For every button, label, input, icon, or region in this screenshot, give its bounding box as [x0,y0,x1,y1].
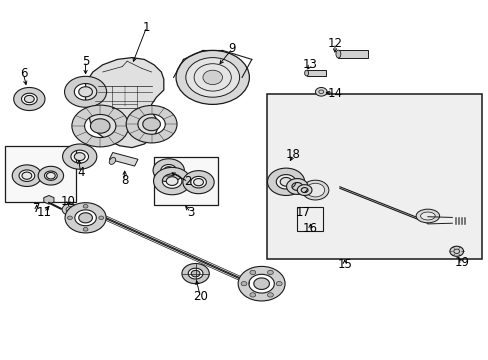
Circle shape [249,270,255,275]
Text: 6: 6 [20,67,27,80]
Circle shape [99,216,103,220]
Wedge shape [79,213,92,223]
Circle shape [449,246,463,256]
Circle shape [315,87,326,96]
Text: 1: 1 [142,21,150,33]
Bar [109,153,138,166]
Circle shape [276,282,282,286]
Circle shape [83,204,88,208]
Circle shape [241,282,246,286]
Circle shape [62,204,78,215]
Wedge shape [153,167,190,195]
Bar [306,70,325,76]
Wedge shape [90,119,110,133]
Text: 7: 7 [33,202,41,215]
Wedge shape [38,166,63,185]
Text: 10: 10 [61,195,76,208]
Wedge shape [74,153,85,161]
Ellipse shape [420,212,434,220]
Wedge shape [46,172,55,179]
Ellipse shape [415,209,439,223]
Text: 15: 15 [337,258,351,271]
Wedge shape [253,278,269,289]
Bar [154,157,217,205]
Ellipse shape [305,183,324,197]
Wedge shape [267,168,304,195]
Text: 20: 20 [193,291,207,303]
Circle shape [267,293,273,297]
Wedge shape [286,179,307,194]
Wedge shape [12,165,41,186]
Wedge shape [62,144,97,169]
Text: 11: 11 [37,206,51,219]
Wedge shape [65,203,106,233]
Wedge shape [153,159,184,182]
Wedge shape [22,172,32,179]
Bar [5,146,76,202]
Text: 4: 4 [77,166,84,179]
Wedge shape [24,95,34,103]
Text: 9: 9 [228,42,236,55]
Wedge shape [182,264,209,284]
Text: 14: 14 [327,87,342,100]
Text: 13: 13 [303,58,317,71]
Text: 12: 12 [327,37,342,50]
Ellipse shape [109,157,116,165]
Wedge shape [280,177,291,186]
Circle shape [267,270,273,275]
Circle shape [67,216,72,220]
Polygon shape [85,58,163,148]
Text: 3: 3 [186,206,194,219]
Circle shape [249,293,255,297]
Wedge shape [163,167,173,174]
Circle shape [176,50,249,104]
Wedge shape [64,76,106,107]
Wedge shape [238,266,285,301]
Wedge shape [297,185,311,195]
Circle shape [203,70,222,85]
Text: 8: 8 [121,174,128,186]
Text: 16: 16 [303,222,317,235]
Wedge shape [14,87,45,111]
Wedge shape [142,118,160,131]
Ellipse shape [304,70,308,76]
Bar [297,207,322,231]
Circle shape [83,228,88,231]
Text: 5: 5 [81,55,89,68]
Circle shape [66,207,74,212]
Wedge shape [72,105,128,147]
Wedge shape [193,179,203,186]
Bar [338,50,367,58]
Text: 2: 2 [184,175,192,188]
Wedge shape [126,105,177,143]
Text: 18: 18 [285,148,300,161]
Ellipse shape [302,180,328,200]
Wedge shape [183,171,214,194]
Wedge shape [191,270,200,277]
Text: 17: 17 [295,206,310,219]
Bar [266,94,481,259]
Wedge shape [79,87,92,97]
Wedge shape [166,177,178,185]
Text: 19: 19 [454,256,468,269]
Circle shape [185,58,239,97]
Ellipse shape [335,50,340,58]
